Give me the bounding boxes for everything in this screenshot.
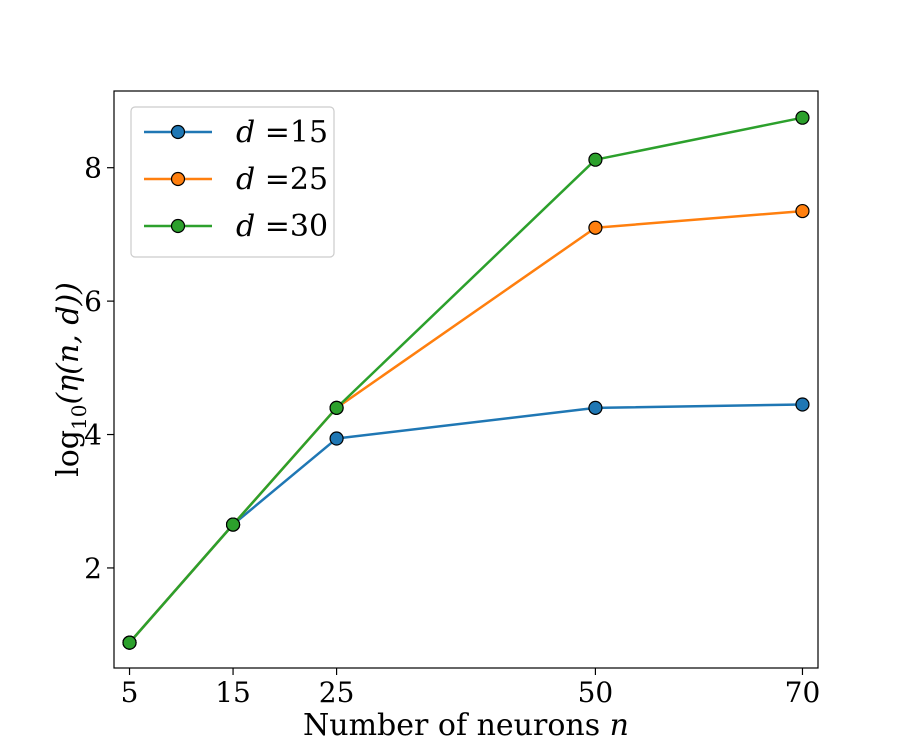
legend-label: d =25: [236, 162, 328, 197]
data-point-series-1: [588, 220, 603, 235]
data-point-series-2: [122, 635, 137, 650]
x-tick-label: 25: [319, 676, 355, 709]
y-axis-label-log: log: [51, 430, 86, 477]
y-tick-label: 8: [84, 152, 102, 185]
y-tick-label: 2: [84, 552, 102, 585]
chart-marks: [122, 110, 810, 650]
legend: d =15d =25d =30: [130, 106, 335, 258]
legend-label-var: d: [236, 115, 255, 150]
legend-marker: [170, 171, 186, 187]
y-tick-label: 6: [84, 285, 102, 318]
legend-label-value: =30: [255, 209, 328, 244]
y-axis: 2 4 6 8: [84, 152, 114, 585]
legend-marker: [170, 218, 186, 234]
data-point-series-2: [225, 517, 241, 532]
legend-marker: [170, 124, 186, 140]
legend-label-var: d: [236, 162, 255, 197]
series-line-1: [128, 209, 803, 644]
x-axis-label: Number of neurons n: [303, 708, 629, 743]
y-axis-label: log10(η(n, d)): [51, 282, 91, 477]
x-tick-label: 15: [215, 676, 251, 709]
legend-label-value: =15: [255, 115, 328, 150]
legend-label-var: d: [236, 209, 255, 244]
x-axis-label-text: Number of neurons: [303, 708, 610, 743]
legend-label: d =30: [236, 209, 328, 244]
plot-frame: [113, 90, 819, 669]
data-point-series-2: [795, 110, 810, 125]
x-tick-label: 5: [121, 676, 139, 709]
legend-label-value: =25: [255, 162, 328, 197]
x-tick-label: 70: [785, 676, 821, 709]
data-point-series-2: [329, 400, 344, 415]
x-tick-label: 50: [578, 676, 614, 709]
legend-label: d =15: [236, 115, 328, 150]
data-point-series-1: [795, 203, 810, 219]
data-point-series-2: [588, 152, 603, 167]
y-axis-label-body: (η(n, d)): [51, 282, 86, 404]
x-axis-label-var: n: [610, 708, 629, 743]
x-axis: 5 15 25 50 70: [121, 668, 821, 709]
y-axis-label-sub: 10: [67, 405, 91, 430]
y-tick-label: 4: [84, 419, 102, 452]
data-point-series-0: [795, 397, 810, 412]
legend-box: [130, 106, 335, 258]
data-point-series-0: [329, 431, 344, 446]
data-point-series-0: [588, 400, 603, 415]
